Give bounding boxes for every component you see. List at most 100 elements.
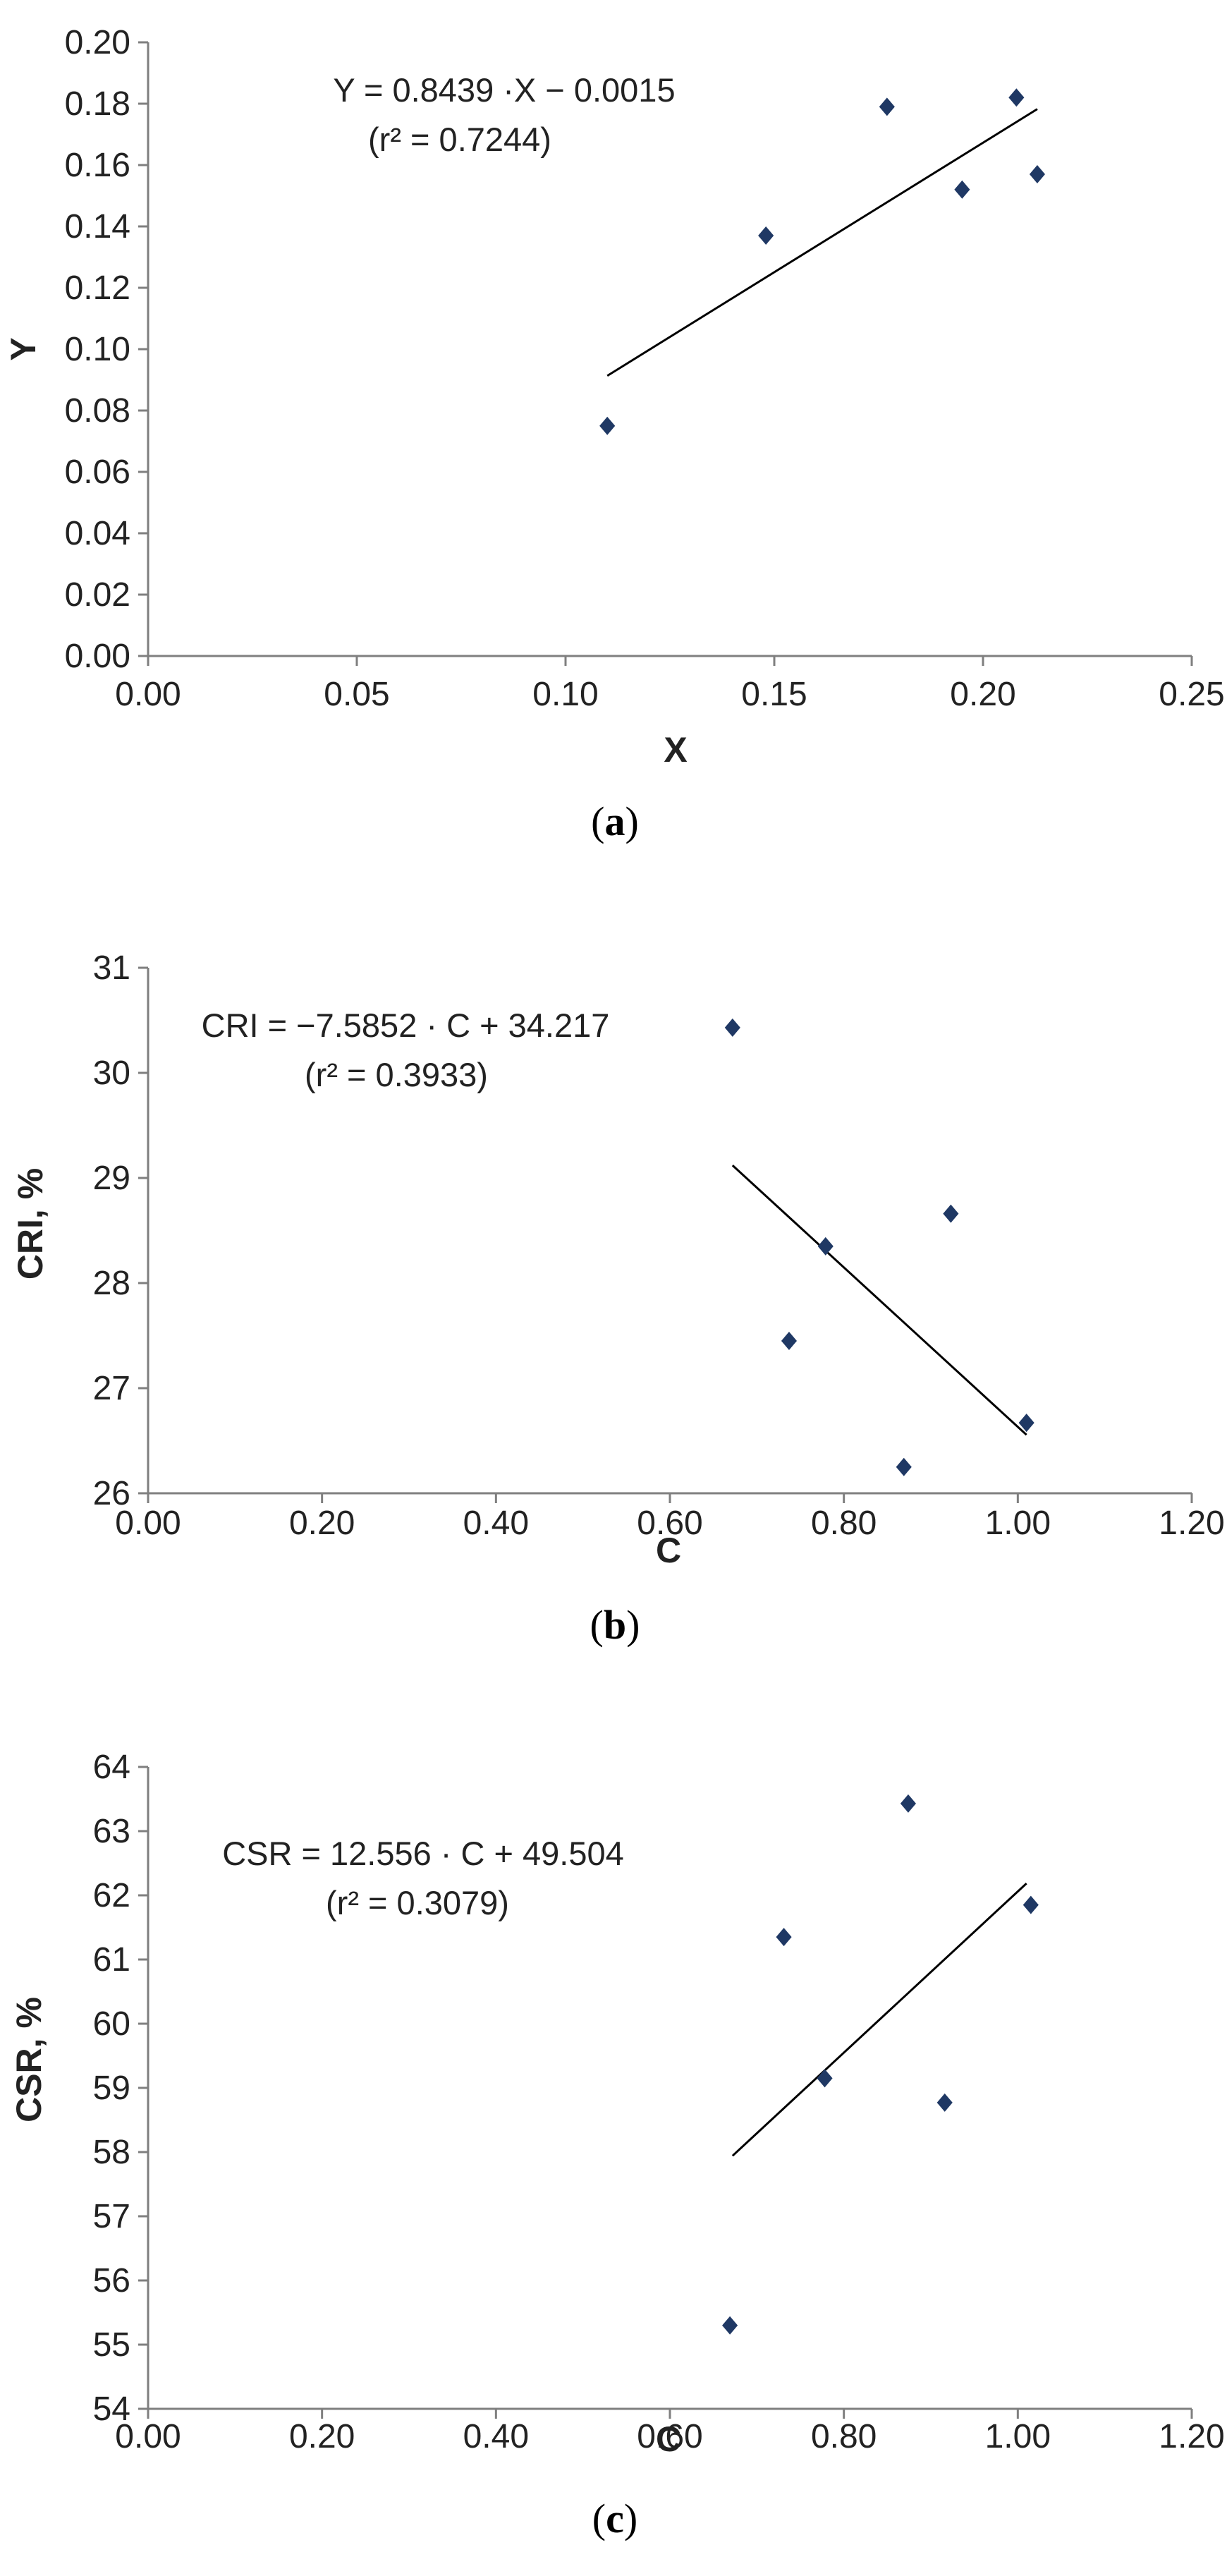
data-point xyxy=(900,1794,916,1813)
x-tick-label: 1.00 xyxy=(985,1505,1051,1542)
y-axis-title-c: CSR, % xyxy=(9,1997,49,2122)
panel-label-a: (a) xyxy=(591,798,639,844)
y-tick-label: 61 xyxy=(93,1941,130,1979)
data-point xyxy=(722,2316,738,2335)
data-point xyxy=(599,416,616,435)
data-point xyxy=(1008,88,1025,107)
x-tick-label: 0.80 xyxy=(811,2418,877,2455)
x-tick-label: 0.00 xyxy=(115,2418,181,2455)
x-tick-label: 0.60 xyxy=(637,1505,702,1542)
r-squared-c: (r² = 0.3079) xyxy=(326,1884,509,1921)
y-tick-label: 64 xyxy=(93,1749,130,1786)
x-tick-labels-a: 0.00 0.05 0.10 0.15 0.20 0.25 xyxy=(115,676,1224,713)
trendline-group-b xyxy=(731,1165,1027,1436)
data-point xyxy=(896,1457,912,1476)
x-tick-label: 0.20 xyxy=(289,1505,355,1542)
x-tick-label: 0.60 xyxy=(637,2418,702,2455)
y-tick-label: 28 xyxy=(93,1265,130,1302)
x-axis-title-b: C xyxy=(656,1531,681,1570)
y-tick-label: 0.06 xyxy=(65,454,130,491)
x-tick-label: 0.00 xyxy=(115,1505,181,1542)
y-tick-label: 0.14 xyxy=(65,208,130,245)
x-tick-label: 0.20 xyxy=(289,2418,355,2455)
data-point xyxy=(954,180,970,199)
r-squared-a: (r² = 0.7244) xyxy=(368,121,551,158)
data-point xyxy=(817,2069,833,2088)
plot-frame-a xyxy=(138,41,1193,666)
data-point xyxy=(943,1204,959,1223)
trendline xyxy=(731,1883,1027,2157)
x-tick-label: 0.20 xyxy=(950,676,1015,713)
data-point xyxy=(1029,165,1046,184)
x-axis-title-c: C xyxy=(656,2419,681,2459)
trendline xyxy=(731,1165,1027,1436)
chart-panel-c: 0.00 0.20 0.40 0.60 0.80 1.00 1.20 54555657585… xyxy=(9,1749,1225,2541)
data-points-b xyxy=(724,1018,1034,1476)
y-tick-label: 0.00 xyxy=(65,638,130,675)
equation-c: CSR = 12.556 · C + 49.504 xyxy=(222,1835,624,1872)
y-tick-labels-a: 0.00 0.02 0.04 0.06 0.08 0.10 0.12 0.14 0.16 0.18… xyxy=(65,24,130,675)
y-tick-label: 27 xyxy=(93,1370,130,1407)
y-tick-labels-b: 26 27 28 29 30 31 xyxy=(93,949,130,1512)
panel-label-c: (c) xyxy=(592,2496,637,2541)
y-tick-label: 54 xyxy=(93,2390,130,2428)
x-tick-label: 0.80 xyxy=(811,1505,877,1542)
trendline-group-a xyxy=(606,108,1038,377)
x-tick-label: 0.40 xyxy=(463,1505,529,1542)
data-points-a xyxy=(599,88,1046,435)
panel-label-letter-a: a xyxy=(605,798,625,844)
x-tick-label: 1.20 xyxy=(1159,2418,1224,2455)
y-tick-label: 0.04 xyxy=(65,515,130,552)
y-tick-label: 56 xyxy=(93,2262,130,2299)
chart-panel-a: 0.00 0.05 0.10 0.15 0.20 0.25 0.000.020.040.0… xyxy=(4,24,1225,844)
y-tick-labels-c: 54 55 56 57 58 59 60 61 62 63 64 xyxy=(93,1749,130,2428)
panel-label-letter-b: b xyxy=(604,1602,626,1648)
x-tick-label: 0.05 xyxy=(324,676,389,713)
y-tick-label: 58 xyxy=(93,2134,130,2171)
y-tick-label: 0.18 xyxy=(65,85,130,123)
data-point xyxy=(1022,1895,1039,1914)
y-tick-label: 0.12 xyxy=(65,269,130,307)
y-tick-label: 62 xyxy=(93,1877,130,1914)
trendline-group-c xyxy=(731,1883,1027,2157)
y-tick-label: 0.16 xyxy=(65,147,130,184)
y-tick-label: 0.10 xyxy=(65,331,130,368)
plot-frame-c xyxy=(138,1766,1193,2419)
equation-b: CRI = −7.5852 · C + 34.217 xyxy=(202,1007,610,1044)
plot-frame-b xyxy=(138,966,1193,1503)
y-tick-label: 0.08 xyxy=(65,392,130,430)
y-tick-label: 30 xyxy=(93,1055,130,1092)
y-tick-label: 0.02 xyxy=(65,576,130,614)
data-point xyxy=(1018,1414,1034,1433)
data-points-c xyxy=(722,1794,1039,2335)
x-tick-label: 1.00 xyxy=(985,2418,1051,2455)
y-tick-label: 60 xyxy=(93,2005,130,2043)
x-tick-labels-b: 0.00 0.20 0.40 0.60 0.80 1.00 1.20 xyxy=(115,1505,1224,1542)
data-point xyxy=(817,1237,834,1256)
chart-panel-b: 0.00 0.20 0.40 0.60 0.80 1.00 1.20 26 27 28 29 30 3… xyxy=(11,949,1225,1648)
y-tick-label: 26 xyxy=(93,1475,130,1512)
panel-label-letter-c: c xyxy=(606,2496,624,2541)
y-tick-label: 55 xyxy=(93,2326,130,2364)
x-tick-label: 0.40 xyxy=(463,2418,529,2455)
y-tick-label: 63 xyxy=(93,1813,130,1850)
x-axis-title-a: X xyxy=(664,730,687,770)
data-point xyxy=(936,2093,953,2112)
x-tick-label: 0.10 xyxy=(532,676,598,713)
y-axis-title-b: CRI, % xyxy=(11,1168,50,1280)
x-tick-labels-c: 0.00 0.20 0.40 0.60 0.80 1.00 1.20 xyxy=(115,2418,1224,2455)
data-point xyxy=(776,1928,792,1947)
equation-a: Y = 0.8439 ·X − 0.0015 xyxy=(333,71,675,109)
y-axis-title-a: Y xyxy=(4,337,43,360)
y-tick-label: 59 xyxy=(93,2070,130,2107)
data-point xyxy=(879,97,895,116)
data-point xyxy=(758,226,774,245)
y-tick-label: 57 xyxy=(93,2198,130,2235)
y-tick-label: 31 xyxy=(93,949,130,987)
data-point xyxy=(781,1331,798,1350)
trendline xyxy=(606,108,1038,377)
x-tick-label: 1.20 xyxy=(1159,1505,1224,1542)
x-tick-label: 0.25 xyxy=(1159,676,1224,713)
data-point xyxy=(724,1018,740,1037)
